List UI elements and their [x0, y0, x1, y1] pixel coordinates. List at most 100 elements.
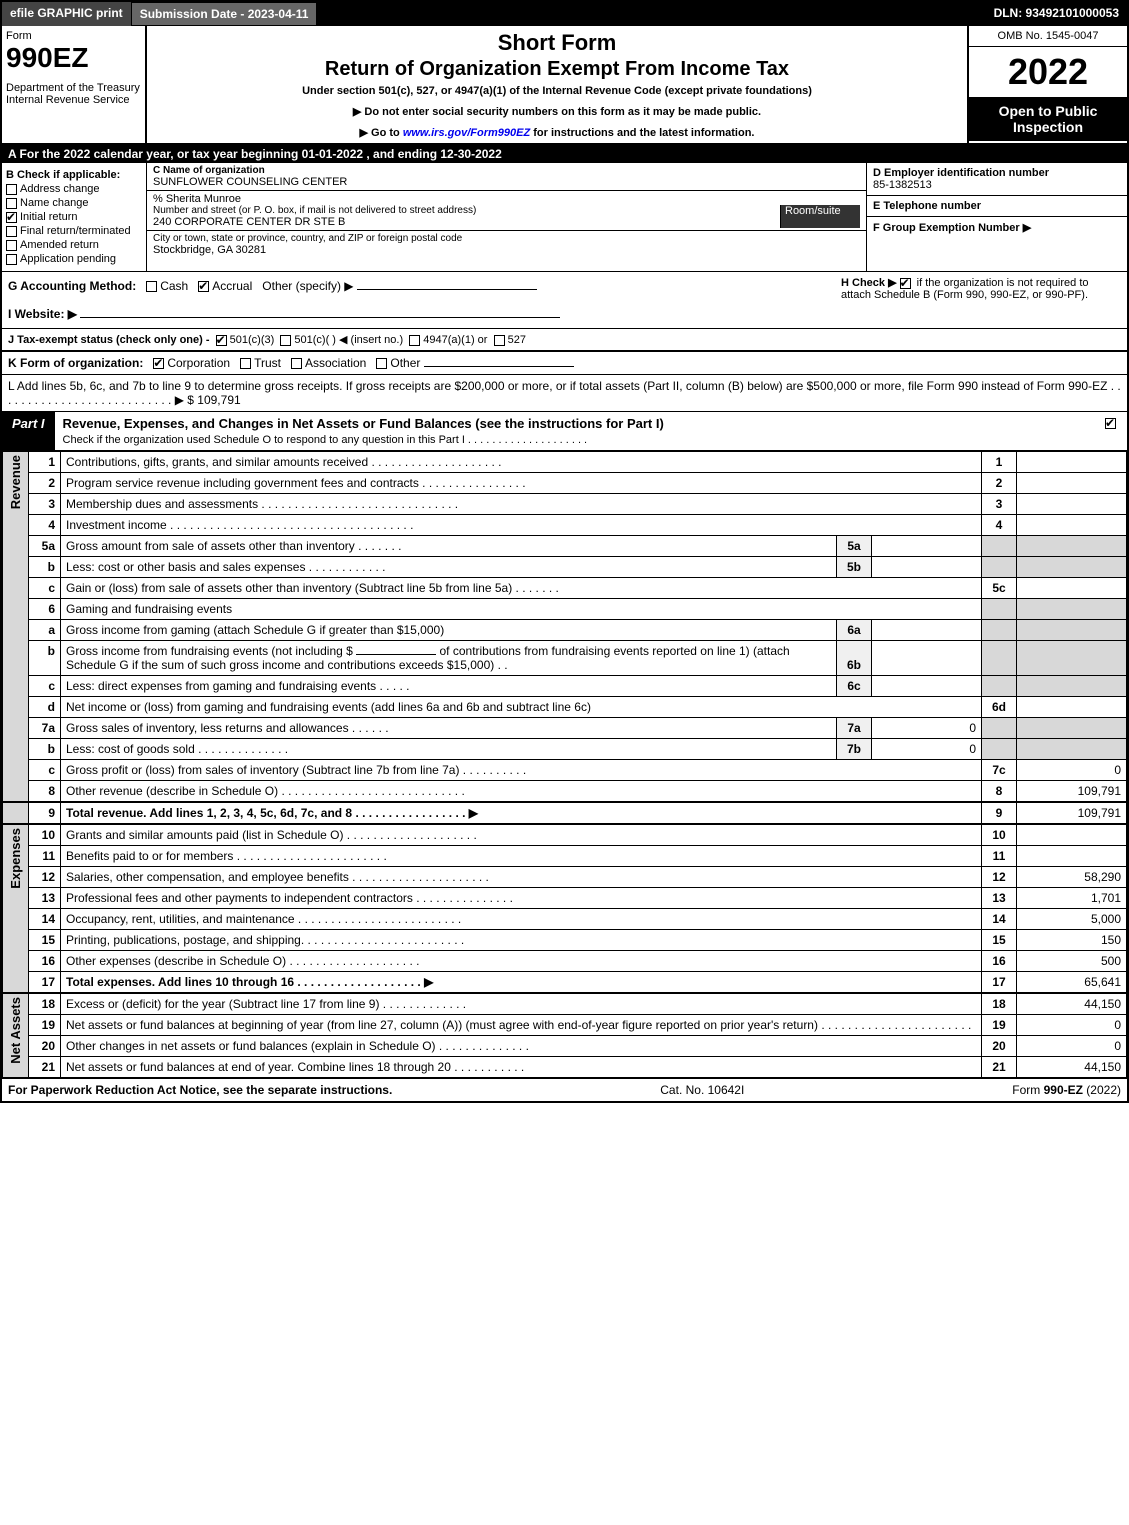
label-association: Association [305, 356, 366, 370]
h-label: H Check ▶ [841, 277, 897, 289]
amt-7b-grey [1017, 739, 1127, 760]
subval-7b: 0 [872, 739, 982, 760]
checkbox-trust[interactable] [240, 358, 251, 369]
label-name-change: Name change [20, 197, 89, 209]
amt-2 [1017, 473, 1127, 494]
sub-7a: 7a [837, 718, 872, 739]
ref-6b-grey [982, 641, 1017, 676]
amt-17: 65,641 [1017, 972, 1127, 994]
checkbox-cash[interactable] [146, 281, 157, 292]
lineno-6a: a [29, 620, 61, 641]
lineno-13: 13 [29, 888, 61, 909]
label-initial-return: Initial return [20, 211, 77, 223]
desc-15: Printing, publications, postage, and shi… [61, 930, 982, 951]
checkbox-initial-return[interactable] [6, 212, 17, 223]
lineno-5b: b [29, 557, 61, 578]
subval-5a [872, 536, 982, 557]
ref-17: 17 [982, 972, 1017, 994]
section-f: F Group Exemption Number ▶ [867, 217, 1127, 238]
ref-20: 20 [982, 1036, 1017, 1057]
checkbox-527[interactable] [494, 335, 505, 346]
amt-5a-grey [1017, 536, 1127, 557]
other-org-input[interactable] [424, 366, 574, 367]
lineno-5c: c [29, 578, 61, 599]
l-value: $ 109,791 [187, 393, 240, 407]
care-of: % Sherita Munroe [153, 193, 860, 205]
checkbox-4947[interactable] [409, 335, 420, 346]
checkbox-part1-schedule-o[interactable] [1105, 418, 1116, 429]
ref-5b-grey [982, 557, 1017, 578]
amt-7c: 0 [1017, 760, 1127, 781]
checkbox-final-return[interactable] [6, 226, 17, 237]
checkbox-other-org[interactable] [376, 358, 387, 369]
input-6b-contrib[interactable] [356, 654, 436, 655]
label-cash: Cash [160, 279, 188, 293]
sub-6b: 6b [837, 641, 872, 676]
ref-7a-grey [982, 718, 1017, 739]
amt-5c [1017, 578, 1127, 599]
label-trust: Trust [254, 356, 281, 370]
desc-8: Other revenue (describe in Schedule O) .… [61, 781, 982, 803]
ref-10: 10 [982, 824, 1017, 846]
sidelabel-revenue: Revenue [3, 452, 29, 803]
desc-7a: Gross sales of inventory, less returns a… [61, 718, 837, 739]
ref-1: 1 [982, 452, 1017, 473]
lineno-5a: 5a [29, 536, 61, 557]
desc-2: Program service revenue including govern… [61, 473, 982, 494]
checkbox-name-change[interactable] [6, 198, 17, 209]
amt-10 [1017, 824, 1127, 846]
desc-14: Occupancy, rent, utilities, and maintena… [61, 909, 982, 930]
amt-6-grey [1017, 599, 1127, 620]
dln: DLN: 93492101000053 [986, 2, 1127, 26]
row-a-tax-year: A For the 2022 calendar year, or tax yea… [2, 145, 1127, 163]
ref-6c-grey [982, 676, 1017, 697]
footer-mid: Cat. No. 10642I [660, 1083, 744, 1097]
lineno-21: 21 [29, 1057, 61, 1078]
desc-12: Salaries, other compensation, and employ… [61, 867, 982, 888]
label-amended-return: Amended return [20, 239, 99, 251]
footer-right: Form 990-EZ (2022) [1012, 1083, 1121, 1097]
checkbox-application-pending[interactable] [6, 254, 17, 265]
note-ssn: ▶ Do not enter social security numbers o… [151, 105, 963, 118]
topbar: efile GRAPHIC print Submission Date - 20… [2, 2, 1127, 26]
part1-check [1097, 412, 1127, 450]
checkbox-association[interactable] [291, 358, 302, 369]
website-input[interactable] [80, 317, 560, 318]
lineno-20: 20 [29, 1036, 61, 1057]
checkbox-h[interactable] [900, 278, 911, 289]
checkbox-501c[interactable] [280, 335, 291, 346]
ref-3: 3 [982, 494, 1017, 515]
sidelabel-expenses: Expenses [3, 824, 29, 993]
other-method-input[interactable] [357, 289, 537, 290]
desc-5c: Gain or (loss) from sale of assets other… [61, 578, 982, 599]
checkbox-501c3[interactable] [216, 335, 227, 346]
label-501c3: 501(c)(3) [230, 334, 275, 346]
ref-19: 19 [982, 1015, 1017, 1036]
org-name: SUNFLOWER COUNSELING CENTER [153, 176, 860, 188]
lines-table: Revenue 1 Contributions, gifts, grants, … [2, 451, 1127, 1078]
desc-6d: Net income or (loss) from gaming and fun… [61, 697, 982, 718]
label-527: 527 [508, 334, 526, 346]
checkbox-address-change[interactable] [6, 184, 17, 195]
ref-9: 9 [982, 802, 1017, 824]
amt-7a-grey [1017, 718, 1127, 739]
checkbox-accrual[interactable] [198, 281, 209, 292]
ref-12: 12 [982, 867, 1017, 888]
irs-link[interactable]: www.irs.gov/Form990EZ [403, 127, 530, 139]
header-left: Form 990EZ Department of the Treasury In… [2, 26, 147, 143]
section-c: C Name of organization SUNFLOWER COUNSEL… [147, 163, 867, 271]
lineno-7c: c [29, 760, 61, 781]
desc-6a: Gross income from gaming (attach Schedul… [61, 620, 837, 641]
desc-4: Investment income . . . . . . . . . . . … [61, 515, 982, 536]
checkbox-corporation[interactable] [153, 358, 164, 369]
checkbox-amended-return[interactable] [6, 240, 17, 251]
label-other-org: Other [390, 356, 420, 370]
desc-18: Excess or (deficit) for the year (Subtra… [61, 993, 982, 1015]
efile-print-label[interactable]: efile GRAPHIC print [2, 2, 131, 26]
lineno-4: 4 [29, 515, 61, 536]
subval-7a: 0 [872, 718, 982, 739]
form-990ez-page: efile GRAPHIC print Submission Date - 20… [0, 0, 1129, 1103]
lineno-7a: 7a [29, 718, 61, 739]
amt-15: 150 [1017, 930, 1127, 951]
amt-14: 5,000 [1017, 909, 1127, 930]
